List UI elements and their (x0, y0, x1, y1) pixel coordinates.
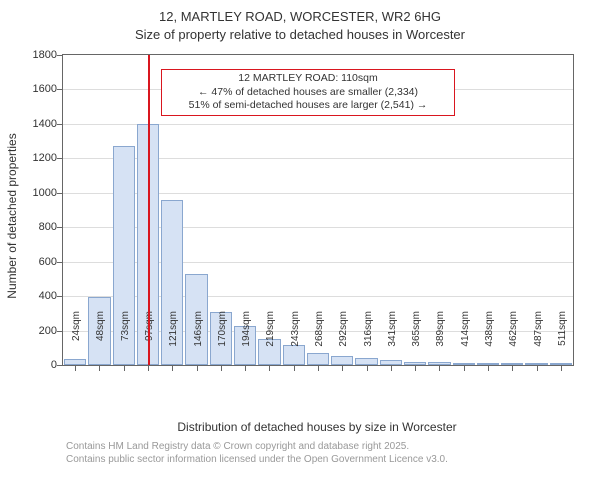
x-tick-label: 365sqm (411, 311, 422, 371)
y-tick-label: 1400 (33, 118, 63, 130)
callout-line: ← 47% of detached houses are smaller (2,… (170, 86, 446, 100)
property-marker-line (148, 55, 150, 365)
x-tick-label: 341sqm (387, 311, 398, 371)
y-tick-label: 1200 (33, 152, 63, 164)
title-line-1: 12, MARTLEY ROAD, WORCESTER, WR2 6HG (0, 8, 600, 26)
x-tick-label: 389sqm (435, 311, 446, 371)
footer-line-2: Contains public sector information licen… (66, 453, 448, 466)
callout-line: 51% of semi-detached houses are larger (… (170, 99, 446, 113)
y-axis-label: Number of detached properties (5, 116, 19, 316)
x-tick-label: 414sqm (460, 311, 471, 371)
footer-line-1: Contains HM Land Registry data © Crown c… (66, 440, 448, 453)
y-tick-label: 800 (39, 221, 63, 233)
y-tick-label: 200 (39, 325, 63, 337)
y-tick-label: 400 (39, 290, 63, 302)
title-line-2: Size of property relative to detached ho… (0, 26, 600, 44)
x-tick-label: 24sqm (71, 311, 82, 371)
chart-title: 12, MARTLEY ROAD, WORCESTER, WR2 6HG Siz… (0, 0, 600, 43)
y-tick-label: 0 (51, 359, 63, 371)
chart-area: 0 200 400 600 800 1000 1200 1400 1600 1800 24sqm 48… (0, 44, 600, 464)
x-tick-label: 316sqm (363, 311, 374, 371)
x-tick-label: 268sqm (314, 311, 325, 371)
x-tick-label: 487sqm (533, 311, 544, 371)
x-tick-label: 146sqm (193, 311, 204, 371)
y-tick-label: 1000 (33, 187, 63, 199)
x-tick-label: 73sqm (120, 311, 131, 371)
x-tick-label: 121sqm (168, 311, 179, 371)
callout-box: 12 MARTLEY ROAD: 110sqm← 47% of detached… (161, 69, 455, 116)
x-tick-label: 462sqm (508, 311, 519, 371)
x-tick-label: 48sqm (95, 311, 106, 371)
callout-line: 12 MARTLEY ROAD: 110sqm (170, 72, 446, 86)
x-tick-label: 292sqm (338, 311, 349, 371)
x-tick-label: 219sqm (265, 311, 276, 371)
plot-area: 02004006008001000120014001600180024sqm48… (62, 54, 574, 366)
x-tick-label: 170sqm (217, 311, 228, 371)
x-axis-label: Distribution of detached houses by size … (147, 420, 487, 434)
x-tick-label: 243sqm (290, 311, 301, 371)
x-tick-label: 438sqm (484, 311, 495, 371)
y-tick-label: 600 (39, 256, 63, 268)
y-tick-label: 1600 (33, 83, 63, 95)
x-tick-label: 511sqm (557, 311, 568, 371)
y-tick-label: 1800 (33, 49, 63, 61)
footer-attribution: Contains HM Land Registry data © Crown c… (66, 440, 448, 466)
x-tick-label: 194sqm (241, 311, 252, 371)
